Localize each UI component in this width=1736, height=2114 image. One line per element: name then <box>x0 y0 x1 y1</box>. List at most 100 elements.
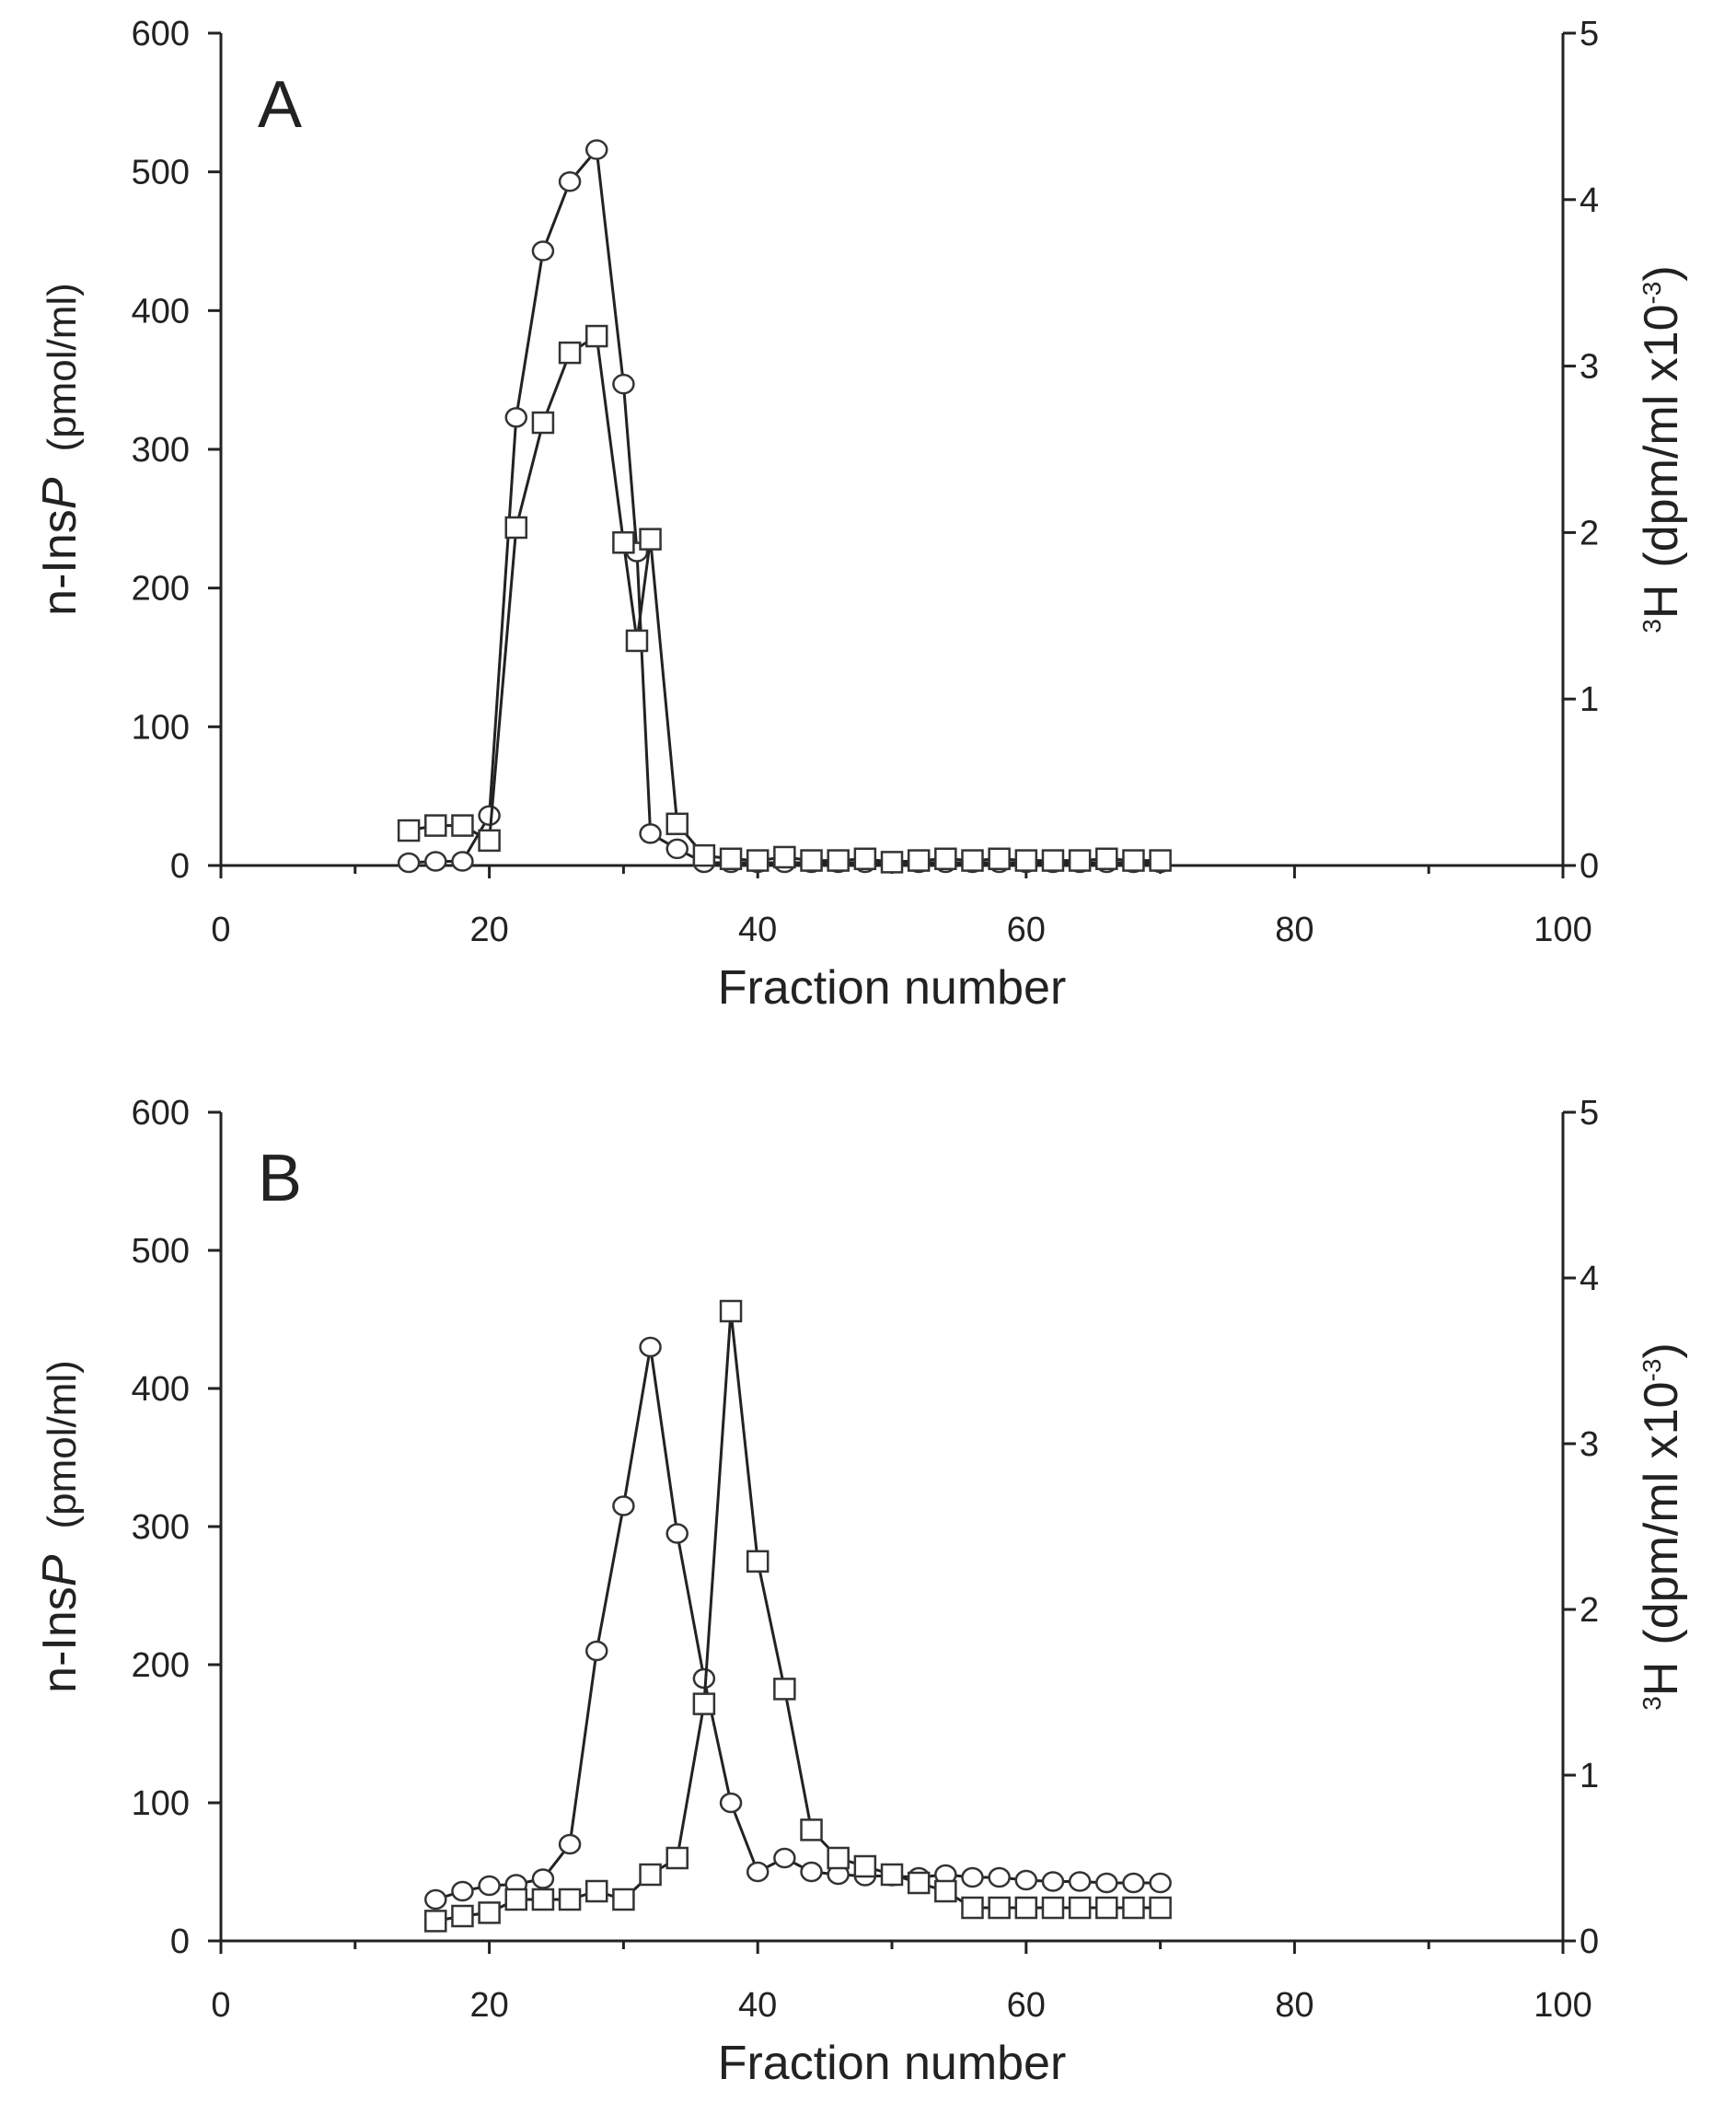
panel-a-series-tritium-point <box>665 812 689 836</box>
panel-b-left-tick-label: 0 <box>170 1922 190 1961</box>
panel-a-x-tick-label: 20 <box>469 911 508 949</box>
panel-b-right-tick-label: 2 <box>1580 1591 1599 1630</box>
panel-b-series-tritium-point <box>478 1901 501 1924</box>
panel-b-label: B <box>258 1142 302 1215</box>
panel-b-right-tick-label: 3 <box>1580 1425 1599 1464</box>
panel-b-series-insp-point <box>988 1866 1011 1888</box>
panel-b-series-tritium-point <box>1041 1896 1065 1920</box>
panel-a-series-tritium-point <box>1122 849 1145 872</box>
panel-a-series-tritium-point <box>478 829 501 853</box>
panel-b-left-axis-title-unit: (pmol/ml) <box>40 1360 85 1528</box>
panel-a-left-axis-title-italic: P <box>33 477 87 509</box>
panel-b-series-insp-point <box>961 1866 984 1888</box>
panel-b-right-axis-title-unit: (dpm/ml x10 <box>1635 1382 1688 1645</box>
panel-a-series-tritium-point <box>1041 849 1065 872</box>
panel-a-series-tritium-point <box>531 411 555 435</box>
panel-b-series-insp-point <box>1041 1871 1065 1892</box>
panel-b-left-tick-label: 200 <box>132 1646 190 1685</box>
panel-b-series-tritium-line <box>435 1310 1161 1922</box>
panel-b-series-tritium-point <box>504 1888 528 1911</box>
panel-b-series-tritium-point <box>827 1846 850 1870</box>
panel-b-series-insp-point <box>558 1833 582 1855</box>
panel-b-x-tick-label: 100 <box>1533 1986 1591 2025</box>
panel-b-series-insp-point <box>1149 1872 1172 1894</box>
panel-a-left-tick-label: 200 <box>132 570 190 609</box>
panel-a-series-insp-point <box>612 373 635 395</box>
panel-b-series-insp-point <box>612 1495 635 1516</box>
panel-a-x-tick-labels: 0 20 40 60 80 100 <box>211 911 1591 949</box>
panel-a-left-tick-label: 100 <box>132 708 190 747</box>
panel-b-series-tritium-point <box>639 1863 662 1887</box>
panel-b-x-tick-label: 80 <box>1275 1986 1314 2025</box>
panel-a: A 0 20 40 60 80 100 0 100 200 300 400 50… <box>33 15 1688 1015</box>
panel-b-series-tritium-point <box>1014 1896 1038 1920</box>
panel-a-right-tick-label: 2 <box>1580 514 1599 552</box>
panel-b-left-tick-label: 600 <box>132 1094 190 1132</box>
panel-b-series <box>424 1299 1172 1933</box>
panel-b-series-tritium-point <box>584 1879 608 1903</box>
panel-a-left-tick-label: 600 <box>132 15 190 53</box>
panel-a-series-tritium-point <box>907 849 931 872</box>
panel-b-series-insp-point <box>800 1861 823 1883</box>
panel-b-series-tritium-point <box>692 1692 716 1715</box>
panel-a-series-tritium-point <box>1014 849 1038 872</box>
panel-a-series-tritium-point <box>800 849 823 872</box>
panel-b-series-tritium-point <box>880 1863 904 1887</box>
panel-b-right-axis-title-unit-sup: -3 <box>1638 1359 1666 1382</box>
panel-b-series-insp-point <box>424 1888 447 1911</box>
panel-b-series-tritium-point <box>1068 1896 1092 1920</box>
panel-b-series-insp-point <box>584 1640 608 1662</box>
panel-b-x-tick-label: 0 <box>211 1986 230 2025</box>
panel-a-series-tritium-point <box>692 843 716 867</box>
panel-b-left-tick-label: 300 <box>132 1508 190 1547</box>
panel-a-series-tritium-point <box>625 629 649 653</box>
panel-a-series-insp-point <box>639 823 662 844</box>
panel-b-series-tritium-point <box>961 1896 984 1920</box>
panel-a-left-tick-label: 500 <box>132 154 190 192</box>
panel-a-series <box>397 139 1172 874</box>
panel-b-right-tick-label: 5 <box>1580 1094 1599 1132</box>
panel-a-x-tick-label: 80 <box>1275 911 1314 949</box>
panel-a-series-tritium-point <box>558 341 582 365</box>
panel-a-series-insp-point <box>451 851 474 872</box>
panel-b-series-tritium-point <box>719 1299 743 1323</box>
panel-a-left-axis-title-prefix: n-Ins <box>33 509 87 616</box>
panel-a-series-tritium-point <box>1095 847 1118 871</box>
panel-a-series-tritium-point <box>934 847 957 871</box>
panel-a-right-tick-label: 0 <box>1580 847 1599 886</box>
panel-a-series-insp-point <box>584 139 608 160</box>
panel-b-x-tick-label: 40 <box>738 1986 777 2025</box>
panel-a-series-tritium-point <box>773 845 796 869</box>
panel-a-left-tick-label: 300 <box>132 431 190 470</box>
panel-b-series-insp-point <box>478 1875 501 1897</box>
panel-a-series-insp-point <box>665 838 689 860</box>
panel-b-left-tick-label: 400 <box>132 1370 190 1409</box>
panel-b-series-tritium-point <box>988 1896 1011 1920</box>
panel-b: B 0 20 40 60 80 100 0 100 200 300 400 50… <box>33 1094 1688 2090</box>
panel-a-series-insp-point <box>397 852 421 874</box>
panel-a-right-axis-title-close: ) <box>1635 265 1688 281</box>
panel-a-series-insp-point <box>504 407 528 428</box>
panel-b-series-insp-point <box>746 1861 770 1883</box>
panel-b-series-tritium-point <box>424 1910 447 1933</box>
panel-b-series-insp-point <box>1095 1872 1118 1894</box>
panel-b-series-tritium-point <box>451 1904 474 1928</box>
panel-b-left-axis-title-prefix: n-Ins <box>33 1586 87 1693</box>
panel-b-series-tritium-point <box>1149 1896 1172 1920</box>
panel-b-left-tick-label: 100 <box>132 1784 190 1823</box>
panel-b-series-insp-point <box>531 1868 555 1889</box>
panel-b-right-tick-label: 4 <box>1580 1260 1599 1298</box>
panel-a-series-tritium-point <box>988 847 1011 871</box>
panel-b-x-axis-title: Fraction number <box>718 2037 1067 2090</box>
panel-b-series-tritium-point <box>1122 1896 1145 1920</box>
panel-b-right-ticks <box>1563 1110 1576 1943</box>
panel-b-x-tick-label: 20 <box>469 1986 508 2025</box>
panel-a-series-insp-point <box>531 240 555 261</box>
panel-a-left-tick-labels: 0 100 200 300 400 500 600 <box>132 15 190 886</box>
panel-b-series-tritium-point <box>558 1888 582 1911</box>
panel-a-right-axis-title-unit-sup: -3 <box>1638 282 1666 305</box>
panel-a-right-axis-title-unit: (dpm/ml x10 <box>1635 305 1688 568</box>
panel-a-x-axis-title: Fraction number <box>718 961 1067 1015</box>
panel-a-series-tritium-point <box>827 849 850 872</box>
